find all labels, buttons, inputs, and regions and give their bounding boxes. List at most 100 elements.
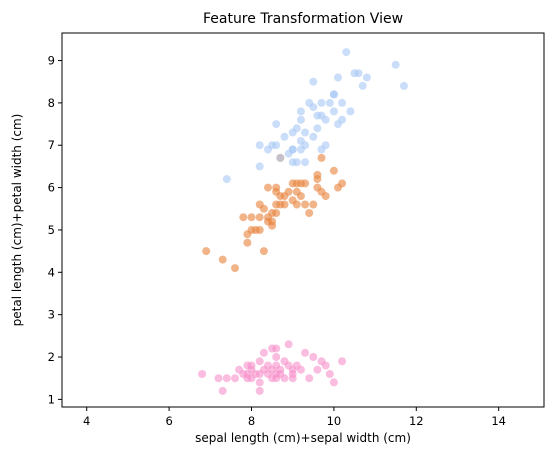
data-point: [292, 200, 301, 209]
data-point: [317, 98, 326, 107]
data-point: [338, 98, 347, 107]
data-point: [325, 370, 334, 378]
data-point: [272, 361, 281, 370]
data-point: [264, 183, 272, 192]
data-point: [358, 81, 367, 90]
data-point: [239, 213, 248, 222]
data-point: [309, 353, 318, 361]
data-point: [255, 213, 264, 222]
data-point: [255, 141, 264, 150]
data-point: [296, 115, 305, 124]
data-point: [280, 200, 289, 209]
data-point: [255, 226, 264, 234]
data-point: [214, 374, 223, 383]
y-tick-label: 2: [48, 350, 55, 364]
y-tick-label: 5: [48, 223, 55, 237]
data-point: [231, 374, 239, 383]
x-tick-label: 4: [83, 414, 90, 428]
data-point: [247, 213, 256, 222]
y-tick-label: 9: [48, 54, 55, 68]
data-point: [259, 348, 268, 357]
data-point: [296, 107, 305, 116]
data-point: [334, 73, 342, 82]
data-point: [399, 81, 408, 90]
data-point: [272, 353, 281, 361]
data-point: [325, 98, 334, 107]
data-point: [202, 247, 211, 256]
data-point: [259, 204, 268, 213]
data-point: [317, 111, 326, 120]
data-point: [313, 365, 322, 374]
data-point: [280, 132, 289, 141]
data-point: [296, 145, 305, 154]
chart-title: Feature Transformation View: [203, 11, 403, 27]
data-point: [292, 158, 301, 167]
y-tick-label: 6: [48, 181, 55, 195]
data-point: [255, 357, 264, 366]
data-point: [309, 200, 318, 209]
x-tick-label: 10: [327, 414, 342, 428]
data-point: [284, 187, 293, 196]
data-point: [309, 103, 318, 112]
data-point: [292, 179, 301, 188]
data-point: [309, 77, 318, 86]
x-tick-label: 12: [409, 414, 424, 428]
data-point: [218, 386, 227, 395]
data-point: [301, 179, 310, 188]
data-point: [305, 374, 314, 383]
data-point: [391, 60, 400, 69]
y-tick-label: 8: [48, 96, 55, 110]
data-point: [272, 120, 281, 129]
data-point: [317, 145, 326, 154]
data-point: [218, 255, 227, 264]
data-point: [259, 247, 268, 256]
data-point: [264, 217, 272, 226]
data-point: [317, 153, 326, 162]
data-point: [288, 145, 297, 154]
data-point: [255, 386, 264, 395]
x-tick-label: 14: [491, 414, 506, 428]
data-point: [346, 107, 355, 116]
y-axis: 1 2 3 4 5 6 7 8 9: [48, 54, 62, 406]
x-axis-label: sepal length (cm)+sepal width (cm): [195, 431, 411, 445]
points-layer: [198, 48, 408, 395]
y-axis-label: petal length (cm)+petal width (cm): [10, 114, 24, 327]
data-point: [264, 361, 272, 370]
x-axis: 4 6 8 10 12 14: [83, 407, 506, 428]
data-point: [321, 361, 330, 370]
y-tick-label: 1: [48, 392, 55, 406]
data-point: [247, 361, 256, 370]
data-point: [338, 115, 347, 124]
data-point: [313, 170, 322, 179]
data-point: [342, 48, 351, 57]
y-tick-label: 3: [48, 308, 55, 322]
data-point: [288, 374, 297, 383]
data-point: [243, 374, 252, 383]
data-point: [272, 141, 281, 150]
data-point: [321, 192, 330, 201]
data-point: [362, 73, 371, 82]
data-point: [272, 344, 281, 353]
data-point: [338, 179, 347, 188]
x-tick-label: 8: [248, 414, 255, 428]
data-point: [288, 365, 297, 374]
data-point: [247, 226, 256, 234]
data-point: [284, 340, 293, 349]
data-point: [329, 378, 338, 387]
data-point: [255, 378, 264, 387]
data-point: [354, 69, 363, 78]
x-tick-label: 6: [165, 414, 172, 428]
data-point: [292, 124, 301, 133]
data-point: [296, 192, 305, 201]
data-point: [255, 162, 264, 171]
y-tick-label: 7: [48, 138, 55, 152]
data-point: [305, 209, 314, 217]
y-tick-label: 4: [48, 265, 55, 279]
data-point: [276, 153, 285, 162]
data-point: [276, 192, 285, 201]
data-point: [301, 158, 310, 167]
data-point: [255, 370, 264, 378]
data-point: [301, 128, 310, 137]
data-point: [309, 132, 318, 141]
data-point: [301, 348, 310, 357]
